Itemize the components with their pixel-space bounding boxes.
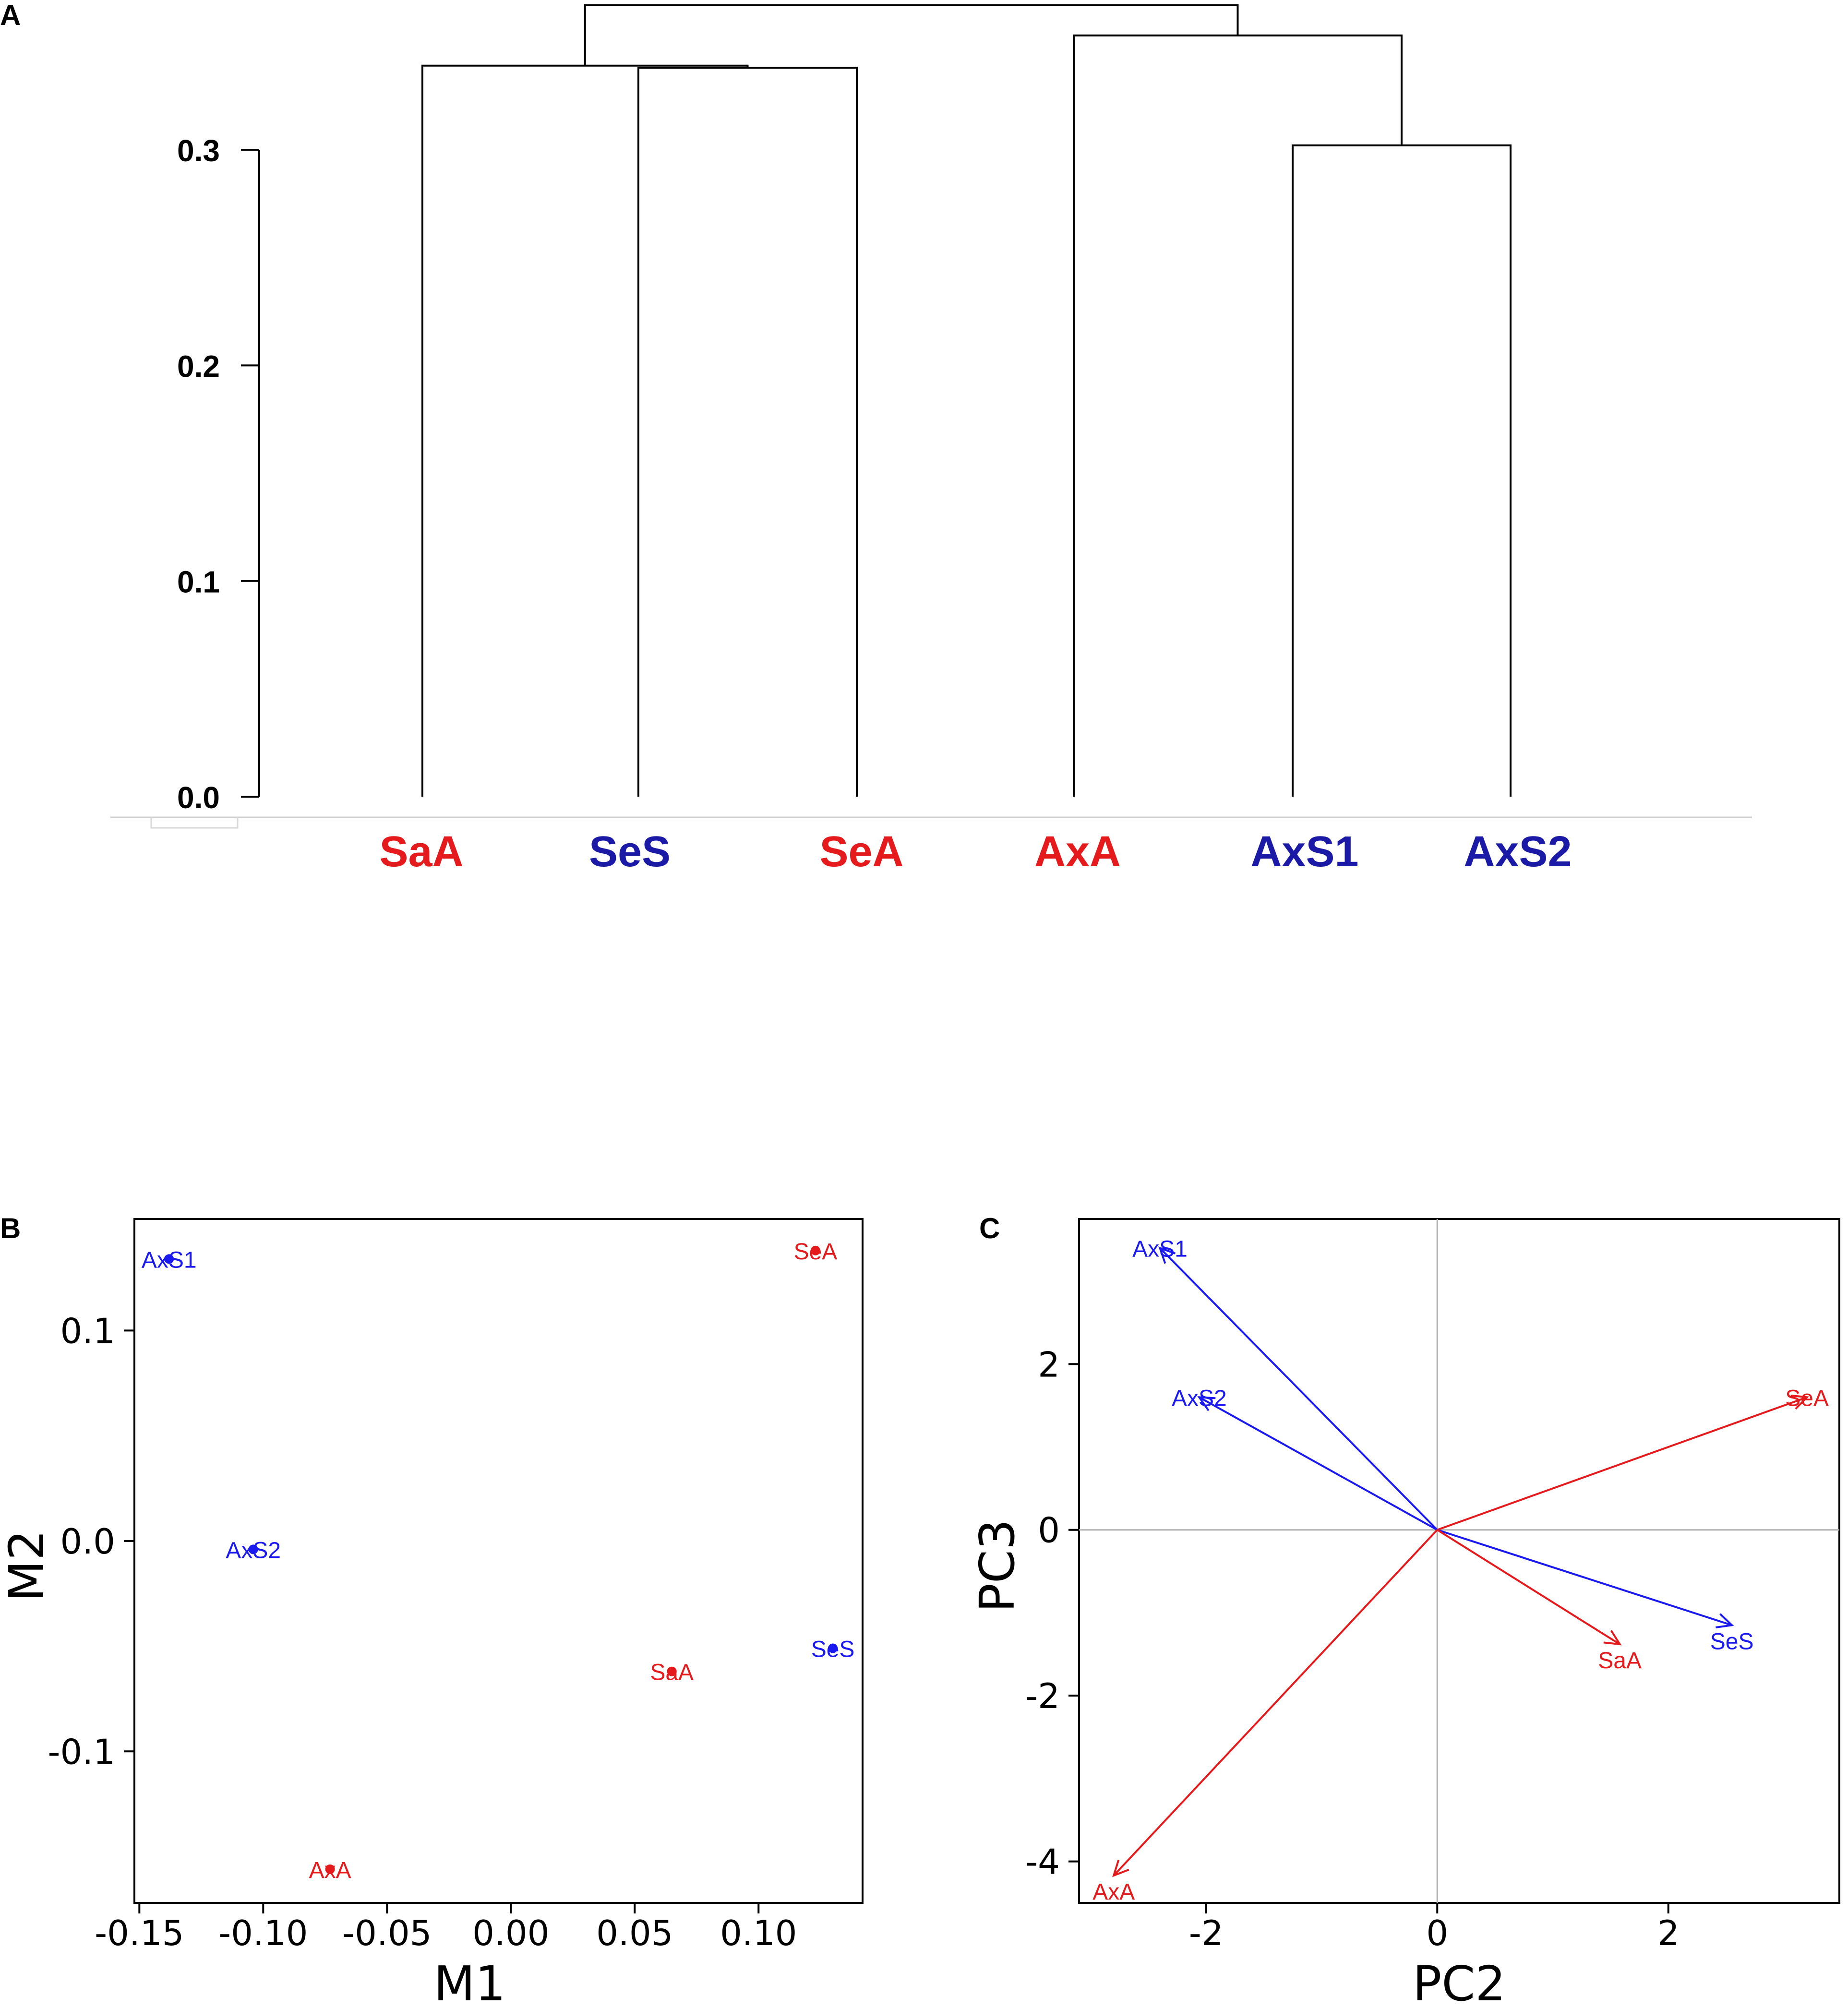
vector-arrowhead — [1790, 1394, 1809, 1410]
panel-label-a: A — [0, 0, 21, 31]
vector-label: SeA — [1785, 1386, 1829, 1411]
dendrogram-branch — [1292, 144, 1512, 797]
x-tick-label: 0.10 — [720, 1913, 797, 1953]
point-label: SeS — [811, 1637, 855, 1662]
y-tick-label: 2 — [1038, 1344, 1060, 1385]
x-tick-label: 0 — [1426, 1913, 1448, 1953]
y-tick-label: -4 — [1025, 1842, 1060, 1882]
y-tick-label: 0.3 — [177, 133, 220, 168]
dendrogram-branch — [637, 67, 858, 797]
loading-vector — [1437, 1396, 1808, 1531]
vector-label: AxS1 — [1132, 1236, 1188, 1262]
y-axis-label: M2 — [0, 1530, 55, 1602]
data-point — [810, 1245, 820, 1255]
panel-label-b: B — [0, 1212, 21, 1244]
data-point — [667, 1666, 677, 1676]
y-tick-label: 0.0 — [177, 780, 220, 815]
dendrogram-branch — [584, 4, 1239, 66]
panel-label-c: C — [979, 1212, 1000, 1244]
loading-vector — [1159, 1247, 1438, 1531]
y-axis-label: PC3 — [969, 1519, 1025, 1613]
loading-vector — [1199, 1396, 1438, 1531]
leaf-label: SeA — [819, 828, 903, 876]
dendrogram-panel: 0.0 0.1 0.2 0.3 SaA SeS SeA AxA AxS1 AxS2 — [110, 4, 1752, 876]
loading-vector — [1437, 1529, 1732, 1626]
leaf-label: AxS2 — [1464, 828, 1572, 876]
dendrogram-branch — [421, 64, 749, 797]
y-tick-label: 0 — [1038, 1510, 1060, 1551]
point-label: SeA — [794, 1239, 838, 1265]
y-tick-label: -2 — [1025, 1676, 1060, 1716]
data-point — [828, 1643, 838, 1653]
pca-biplot-panel: -2 0 2 -4 -2 0 2 PC2 PC3 AxS1 AxS2 SeA SeS SaA AxA — [969, 1218, 1840, 2008]
x-tick-label: 2 — [1657, 1913, 1680, 1953]
vector-label: SaA — [1598, 1648, 1642, 1673]
data-point — [248, 1544, 258, 1554]
leaf-label: AxA — [1034, 828, 1121, 876]
y-tick-label: 0.1 — [60, 1311, 115, 1351]
vector-arrowhead — [1716, 1613, 1734, 1628]
y-tick-label: -0.1 — [48, 1732, 115, 1772]
vector-label: SeS — [1710, 1629, 1754, 1654]
vector-label: AxA — [1092, 1879, 1135, 1905]
y-tick-label: 0.2 — [177, 349, 220, 383]
mds-scatter-panel: -0.15 -0.10 -0.05 0.00 0.05 0.10 -0.1 0.0 0.1 M1 M… — [0, 1218, 864, 2008]
data-point — [164, 1254, 174, 1264]
leaf-label: SaA — [379, 828, 463, 876]
x-axis-label: PC2 — [1413, 1956, 1506, 2008]
data-point — [325, 1864, 335, 1874]
plot-frame — [133, 1218, 864, 1904]
y-tick-label: 0.1 — [177, 565, 220, 599]
vector-arrowhead — [1197, 1396, 1216, 1411]
vector-label: AxS2 — [1172, 1386, 1227, 1411]
x-tick-label: -2 — [1189, 1913, 1224, 1953]
vector-arrowhead — [1112, 1859, 1129, 1877]
x-tick-label: 0.00 — [472, 1913, 549, 1953]
x-tick-label: -0.05 — [342, 1913, 432, 1953]
point-label: AxS2 — [226, 1538, 281, 1563]
point-label: AxS1 — [142, 1247, 197, 1273]
leaf-label: AxS1 — [1250, 828, 1358, 876]
x-tick-label: -0.10 — [218, 1913, 308, 1953]
dendrogram-branch — [1073, 34, 1403, 797]
baseline-bracket — [150, 817, 239, 829]
vector-arrowhead — [1158, 1246, 1176, 1264]
plot-frame — [1078, 1218, 1840, 1904]
loading-vector — [1437, 1529, 1620, 1645]
x-axis-label: M1 — [434, 1956, 506, 2008]
x-tick-label: 0.05 — [596, 1913, 673, 1953]
loading-vector — [1113, 1529, 1438, 1877]
x-tick-label: -0.15 — [95, 1913, 184, 1953]
point-label: SaA — [650, 1660, 694, 1685]
vector-arrowhead — [1603, 1630, 1622, 1646]
y-tick-label: 0.0 — [60, 1521, 115, 1562]
leaf-label: SeS — [589, 828, 671, 876]
point-label: AxA — [309, 1858, 351, 1883]
